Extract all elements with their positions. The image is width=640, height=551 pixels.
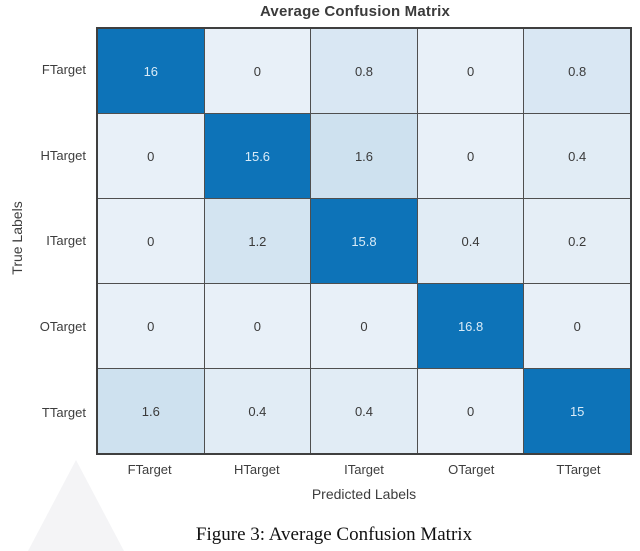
y-tick-label: OTarget	[39, 319, 86, 335]
x-axis-label: Predicted Labels	[311, 486, 417, 502]
x-tick-labels: FTarget HTarget ITarget OTarget TTarget	[96, 462, 632, 477]
matrix-cell: 15.6	[204, 114, 311, 198]
matrix-cell: 0	[98, 199, 204, 283]
y-tick-label: HTarget	[40, 147, 86, 163]
confusion-matrix-grid: 16 0 0.8 0 0.8 0 15.6 1.6 0 0.4 0 1.2 15.8 0.4 0.2 0 0 0 1…	[96, 27, 632, 455]
matrix-cell: 0.4	[524, 114, 630, 198]
matrix-cell: 0	[204, 29, 311, 113]
y-tick-label: TTarget	[41, 404, 86, 420]
matrix-cell: 0.8	[524, 29, 630, 113]
matrix-cell: 15	[524, 369, 630, 453]
chart-title: Average Confusion Matrix	[259, 3, 451, 20]
figure-caption: Figure 3: Average Confusion Matrix	[195, 524, 473, 545]
matrix-cell: 0	[98, 114, 204, 198]
matrix-cell: 0	[204, 284, 311, 368]
matrix-cell: 0	[417, 29, 524, 113]
matrix-cell: 16	[98, 29, 204, 113]
matrix-cell: 0	[311, 284, 417, 368]
x-tick-label: ITarget	[344, 462, 384, 477]
x-tick-label: FTarget	[127, 462, 172, 477]
matrix-cell: 0	[417, 369, 524, 453]
matrix-cell: 0.4	[417, 199, 524, 283]
matrix-cell: 1.6	[311, 114, 417, 198]
matrix-cell: 0.4	[204, 369, 311, 453]
x-tick-label: HTarget	[234, 462, 280, 477]
matrix-cell: 16.8	[417, 284, 524, 368]
x-tick-label: OTarget	[448, 462, 495, 477]
matrix-cell: 1.2	[204, 199, 311, 283]
x-tick-label: TTarget	[556, 462, 601, 477]
y-tick-label: FTarget	[41, 62, 86, 78]
matrix-cell: 0.8	[311, 29, 417, 113]
matrix-cell: 0	[524, 284, 630, 368]
matrix-cell: 0.4	[311, 369, 417, 453]
matrix-cell: 15.8	[311, 199, 417, 283]
matrix-cell: 0	[98, 284, 204, 368]
y-tick-labels: FTarget HTarget ITarget OTarget TTarget	[0, 27, 88, 455]
matrix-cell: 0	[417, 114, 524, 198]
matrix-cell: 0.2	[524, 199, 630, 283]
y-tick-label: ITarget	[46, 233, 86, 249]
matrix-cell: 1.6	[98, 369, 204, 453]
